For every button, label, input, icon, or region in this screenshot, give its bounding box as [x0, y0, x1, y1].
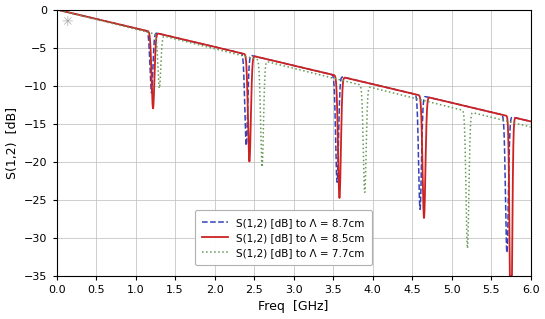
S(1,2) [dB] to Λ = 8.7cm	[164, 33, 170, 37]
S(1,2) [dB] to Λ = 8.7cm	[168, 35, 175, 39]
Line: S(1,2) [dB] to Λ = 7.7cm: S(1,2) [dB] to Λ = 7.7cm	[57, 10, 531, 248]
S(1,2) [dB] to Λ = 7.7cm	[168, 36, 175, 40]
S(1,2) [dB] to Λ = 8.7cm	[504, 251, 510, 255]
S(1,2) [dB] to Λ = 8.7cm	[166, 34, 173, 38]
S(1,2) [dB] to Λ = 8.7cm	[528, 120, 534, 123]
S(1,2) [dB] to Λ = 8.5cm	[168, 35, 175, 39]
S(1,2) [dB] to Λ = 7.7cm	[528, 125, 534, 129]
Y-axis label: S(1,2)  [dB]: S(1,2) [dB]	[5, 107, 19, 179]
S(1,2) [dB] to Λ = 7.7cm	[266, 60, 272, 64]
X-axis label: Freq  [GHz]: Freq [GHz]	[258, 300, 329, 314]
S(1,2) [dB] to Λ = 8.5cm	[232, 50, 239, 54]
S(1,2) [dB] to Λ = 8.5cm	[53, 8, 60, 11]
S(1,2) [dB] to Λ = 7.7cm	[53, 8, 60, 11]
S(1,2) [dB] to Λ = 8.5cm	[164, 33, 170, 37]
Legend: S(1,2) [dB] to Λ = 8.7cm, S(1,2) [dB] to Λ = 8.5cm, S(1,2) [dB] to Λ = 7.7cm: S(1,2) [dB] to Λ = 8.7cm, S(1,2) [dB] to…	[195, 210, 372, 265]
S(1,2) [dB] to Λ = 7.7cm	[166, 35, 173, 39]
S(1,2) [dB] to Λ = 8.7cm	[232, 50, 239, 54]
S(1,2) [dB] to Λ = 8.5cm	[507, 274, 513, 278]
S(1,2) [dB] to Λ = 8.7cm	[53, 8, 60, 11]
S(1,2) [dB] to Λ = 8.5cm	[524, 119, 530, 122]
S(1,2) [dB] to Λ = 7.7cm	[464, 246, 471, 250]
S(1,2) [dB] to Λ = 7.7cm	[164, 35, 170, 39]
S(1,2) [dB] to Λ = 8.7cm	[524, 119, 530, 122]
Line: S(1,2) [dB] to Λ = 8.5cm: S(1,2) [dB] to Λ = 8.5cm	[57, 10, 531, 276]
Line: S(1,2) [dB] to Λ = 8.7cm: S(1,2) [dB] to Λ = 8.7cm	[57, 10, 531, 253]
S(1,2) [dB] to Λ = 7.7cm	[524, 124, 530, 128]
S(1,2) [dB] to Λ = 8.5cm	[266, 58, 272, 62]
Text: ✳: ✳	[62, 15, 73, 29]
S(1,2) [dB] to Λ = 8.5cm	[166, 34, 173, 38]
S(1,2) [dB] to Λ = 8.5cm	[528, 120, 534, 123]
S(1,2) [dB] to Λ = 8.7cm	[266, 58, 272, 62]
S(1,2) [dB] to Λ = 7.7cm	[232, 52, 239, 56]
